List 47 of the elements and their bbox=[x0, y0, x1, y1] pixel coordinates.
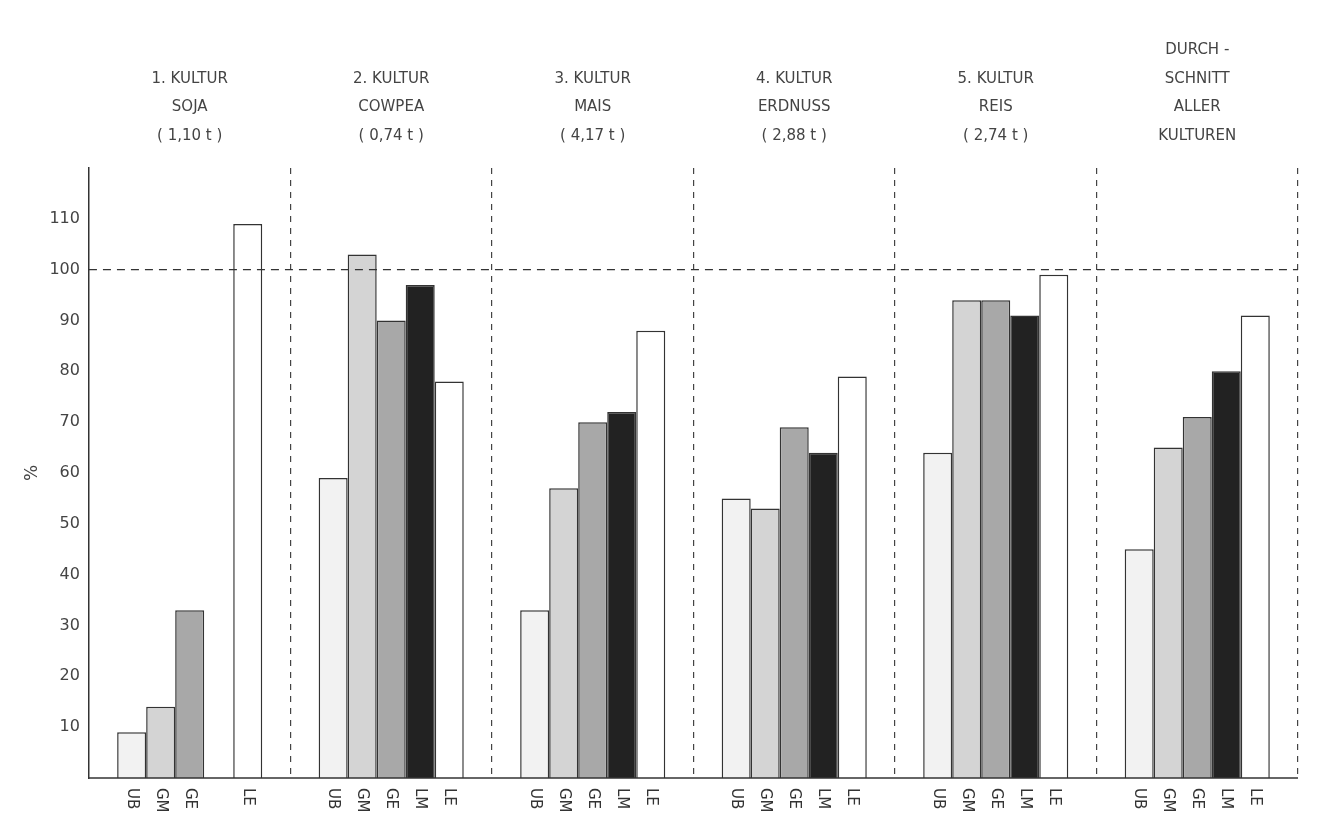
text: UB bbox=[728, 788, 747, 810]
text: UB bbox=[929, 788, 948, 810]
text: LE bbox=[441, 788, 460, 806]
y-tick-label: 90 bbox=[59, 309, 80, 329]
text: GE bbox=[987, 788, 1006, 810]
text: GE bbox=[383, 788, 402, 810]
y-axis-title: % bbox=[20, 464, 41, 482]
y-tick-label: 70 bbox=[59, 411, 80, 431]
text: LM bbox=[613, 788, 632, 810]
text: LM bbox=[412, 788, 431, 810]
y-tick-label: 30 bbox=[59, 614, 80, 634]
x-tick-label: 1. KULTUR SOJA ( 1,10 t ) bbox=[151, 68, 228, 144]
text: GE bbox=[584, 788, 603, 810]
y-tick-label: 50 bbox=[59, 512, 80, 532]
text: LE bbox=[239, 788, 258, 806]
text: GM bbox=[958, 788, 977, 813]
text: LM bbox=[815, 788, 834, 810]
x-tick-label: 5. KULTUR REIS ( 2,74 t ) bbox=[957, 68, 1034, 144]
x-tick-label: 2. KULTUR COWPEA ( 0,74 t ) bbox=[353, 68, 430, 144]
text: GM bbox=[757, 788, 776, 813]
y-tick-label: 100 bbox=[49, 258, 80, 278]
x-tick-label: 4. KULTUR ERDNUSS ( 2,88 t ) bbox=[756, 68, 833, 144]
y-tick-label: 80 bbox=[59, 360, 80, 380]
y-tick-label: 40 bbox=[59, 563, 80, 583]
y-tick-label: 110 bbox=[49, 207, 80, 227]
x-tick-label: DURCH - SCHNITT ALLER KULTUREN bbox=[1158, 40, 1237, 144]
text: LE bbox=[844, 788, 863, 806]
text: GE bbox=[786, 788, 805, 810]
text: UB bbox=[526, 788, 545, 810]
y-tick-label: 20 bbox=[59, 665, 80, 685]
text: LE bbox=[642, 788, 661, 806]
text: LM bbox=[1016, 788, 1035, 810]
text: UB bbox=[123, 788, 142, 810]
text: UB bbox=[1131, 788, 1150, 810]
y-tick-label: 10 bbox=[59, 716, 80, 736]
y-tick-label: 60 bbox=[59, 462, 80, 482]
text: GM bbox=[555, 788, 574, 813]
text: LM bbox=[1218, 788, 1237, 810]
text: GM bbox=[1160, 788, 1179, 813]
x-tick-label: 3. KULTUR MAIS ( 4,17 t ) bbox=[554, 68, 631, 144]
text: GE bbox=[1189, 788, 1208, 810]
text: LE bbox=[1045, 788, 1064, 806]
text: LE bbox=[1247, 788, 1266, 806]
text: GM bbox=[152, 788, 171, 813]
text: GE bbox=[181, 788, 200, 810]
text: UB bbox=[325, 788, 344, 810]
text: GM bbox=[354, 788, 373, 813]
